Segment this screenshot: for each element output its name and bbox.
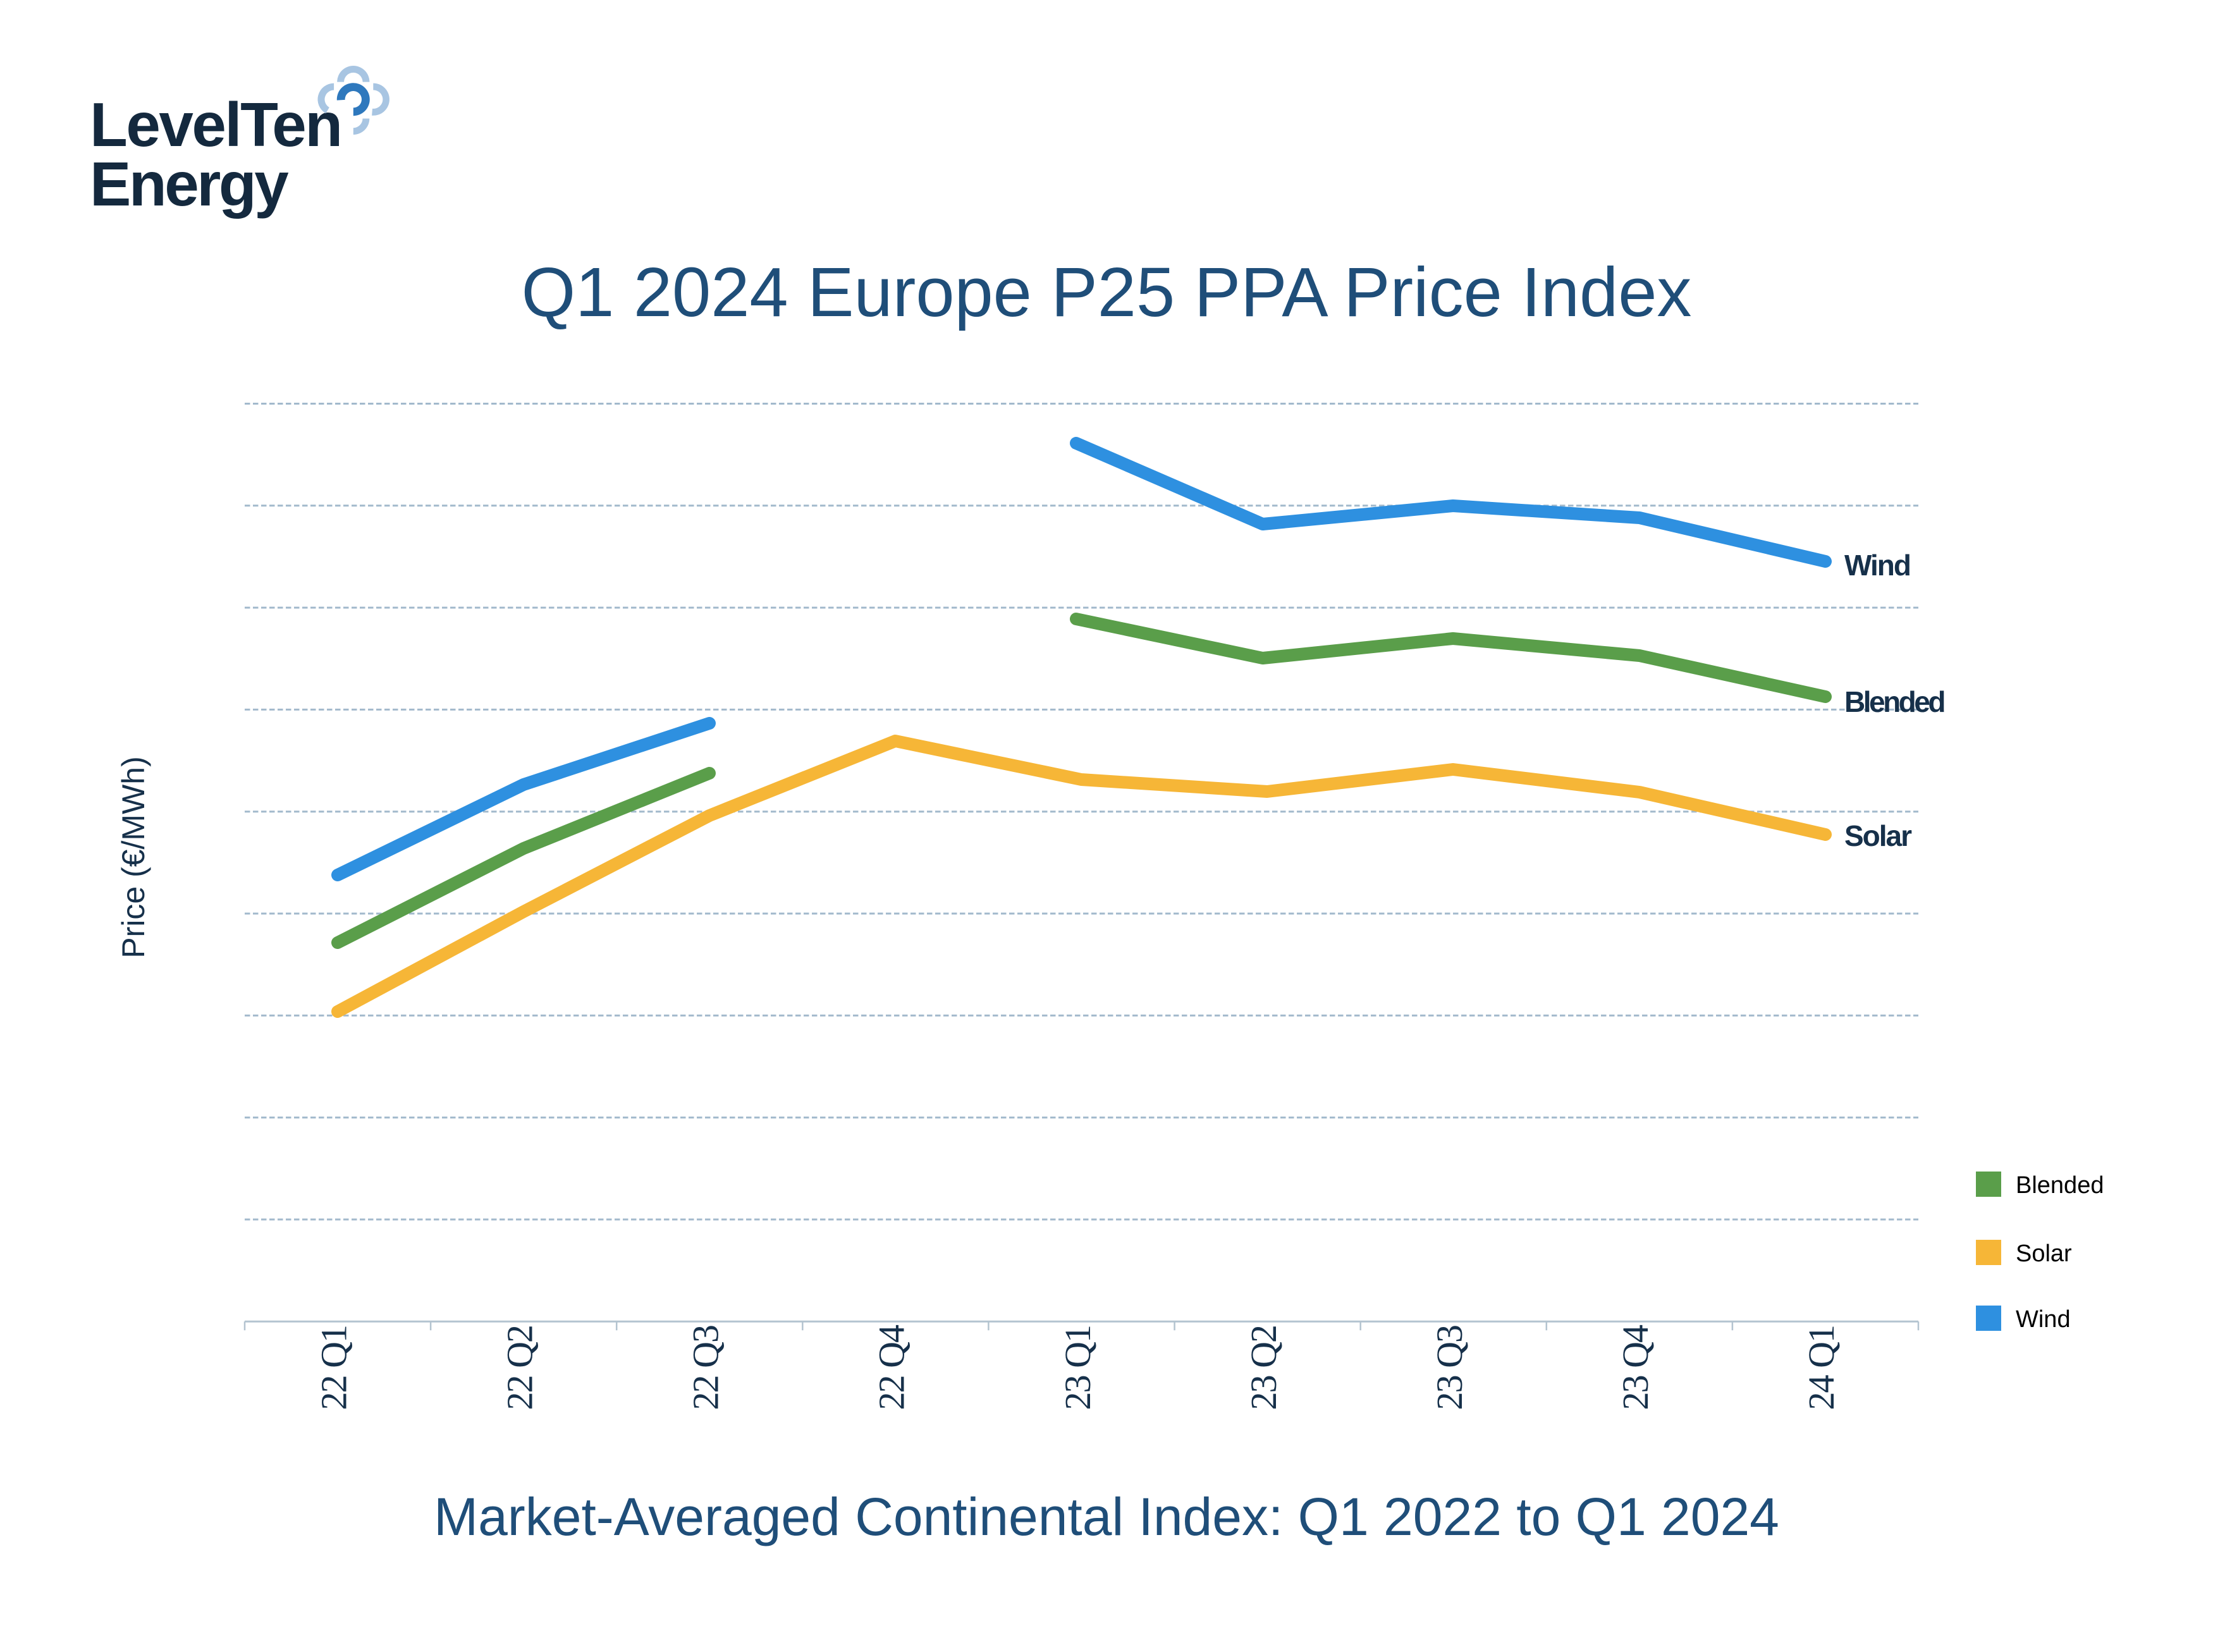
svg-text:LevelTen: LevelTen: [90, 90, 341, 159]
svg-text:Blended: Blended: [1844, 685, 1944, 718]
svg-text:Q1 2024 Europe P25 PPA Price I: Q1 2024 Europe P25 PPA Price Index: [522, 254, 1692, 331]
svg-text:Price (€/MWh): Price (€/MWh): [116, 756, 151, 958]
svg-text:23 Q3: 23 Q3: [1429, 1326, 1470, 1410]
svg-text:22 Q2: 22 Q2: [500, 1326, 541, 1410]
svg-text:22 Q4: 22 Q4: [871, 1325, 912, 1410]
svg-text:24 Q1: 24 Q1: [1801, 1326, 1842, 1410]
svg-text:Solar: Solar: [2016, 1240, 2072, 1267]
svg-text:23 Q2: 23 Q2: [1243, 1326, 1284, 1410]
svg-text:23 Q4: 23 Q4: [1615, 1325, 1656, 1410]
svg-text:Blended: Blended: [2016, 1172, 2104, 1199]
svg-text:22 Q1: 22 Q1: [313, 1326, 354, 1410]
svg-text:Market-Averaged Continental In: Market-Averaged Continental Index: Q1 20…: [434, 1487, 1779, 1546]
svg-text:Wind: Wind: [2016, 1306, 2071, 1333]
svg-text:Wind: Wind: [1844, 549, 1910, 582]
svg-text:Solar: Solar: [1844, 819, 1912, 852]
svg-text:23 Q1: 23 Q1: [1057, 1326, 1098, 1410]
svg-text:Energy: Energy: [90, 149, 288, 219]
svg-text:22 Q3: 22 Q3: [685, 1326, 726, 1410]
